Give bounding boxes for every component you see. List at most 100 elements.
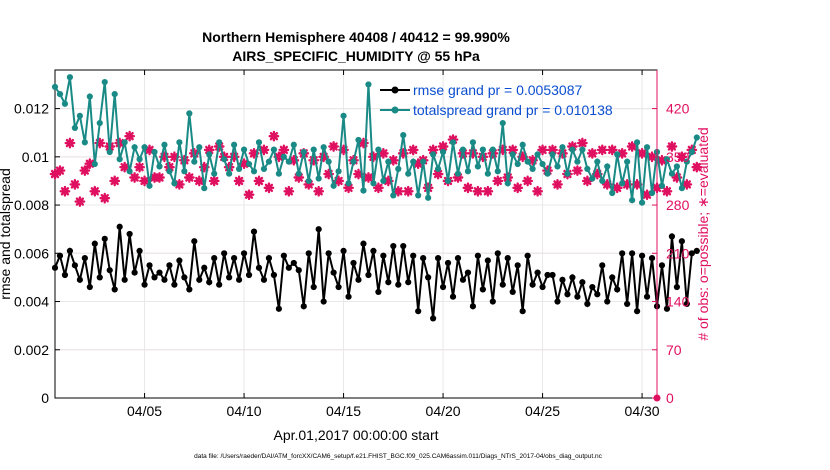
series-point	[250, 168, 258, 175]
series-point	[405, 170, 412, 177]
series-point	[206, 151, 213, 158]
obs-count-marker	[139, 175, 150, 187]
series-point	[594, 291, 601, 298]
series-point	[141, 144, 148, 151]
obs-count-marker	[611, 182, 623, 194]
series-point	[350, 158, 357, 165]
series-point	[335, 283, 342, 291]
obs-count-marker	[601, 178, 613, 190]
series-point	[454, 255, 462, 262]
y-tick-label-left: 0.01	[22, 149, 49, 165]
series-point	[638, 252, 646, 259]
series-point	[315, 226, 322, 233]
obs-count-marker	[586, 147, 598, 159]
obs-count-marker	[676, 151, 688, 163]
series-point	[260, 276, 268, 283]
y-tick-label-left: 0.002	[14, 342, 49, 358]
series-point	[688, 148, 695, 156]
series-point	[509, 288, 516, 295]
obs-count-marker	[552, 178, 563, 190]
series-point	[136, 247, 143, 254]
series-point	[459, 276, 467, 283]
series-point	[544, 170, 551, 177]
series-point	[151, 274, 158, 281]
series-point	[390, 192, 397, 199]
obs-count-marker	[353, 168, 364, 180]
series-point	[484, 257, 491, 264]
data-file-footer: data file: /Users/raeder/DAI/ATM_forcXX/…	[194, 453, 603, 460]
series-point	[584, 165, 591, 172]
series-point	[633, 139, 641, 146]
series-point	[624, 300, 631, 308]
series-point	[648, 255, 656, 262]
series-point	[444, 177, 452, 185]
series-point	[574, 158, 581, 165]
obs-count-marker	[512, 182, 524, 194]
obs-count-marker	[572, 165, 583, 177]
series-point	[439, 283, 447, 291]
series-point	[519, 308, 526, 315]
series-point	[126, 230, 133, 238]
series-point	[524, 252, 531, 259]
obs-count-marker	[591, 168, 603, 180]
obs-count-marker	[253, 175, 265, 187]
series-point	[141, 281, 148, 288]
series-point	[504, 180, 511, 187]
y-tick-label-left: 0.008	[14, 197, 49, 213]
obs-count-marker	[537, 144, 548, 156]
series-point	[395, 165, 402, 172]
series-point	[604, 298, 611, 305]
obs-count-marker	[183, 172, 195, 183]
obs-count-marker	[576, 137, 588, 149]
series-point	[663, 156, 671, 163]
series-point	[579, 146, 586, 153]
series-point	[405, 279, 412, 286]
obs-count-marker	[74, 196, 86, 208]
y-tick-label-right: 280	[666, 197, 690, 213]
obs-count-marker	[69, 178, 81, 190]
obs-count-marker	[387, 154, 399, 166]
series-point	[56, 252, 64, 259]
series-point	[638, 199, 646, 206]
series-point	[191, 238, 198, 245]
series-point	[275, 170, 282, 177]
series-point	[86, 283, 93, 291]
series-point	[474, 163, 481, 170]
series-point	[320, 144, 327, 151]
series-point	[166, 168, 173, 175]
series-point	[693, 247, 700, 254]
obs-count-marker	[109, 175, 121, 187]
series-point	[126, 168, 133, 175]
series-point	[325, 250, 332, 257]
series-point	[673, 163, 681, 170]
obs-count-marker	[313, 185, 325, 197]
chart-title-line1: Northern Hemisphere 40408 / 40412 = 99.9…	[202, 29, 510, 45]
series-point	[479, 286, 486, 293]
series-point	[196, 144, 203, 151]
legend-label-totalspread: totalspread grand pr = 0.010138	[413, 102, 613, 118]
series-point	[574, 293, 581, 300]
series-point	[156, 269, 163, 276]
series-point	[310, 146, 317, 153]
series-point	[131, 269, 138, 276]
series-point	[166, 262, 173, 269]
series-point	[235, 165, 243, 172]
obs-count-marker	[89, 185, 101, 197]
series-point	[216, 281, 223, 288]
series-point	[564, 170, 571, 177]
y-tick-label-left: 0.004	[14, 294, 49, 310]
series-point	[434, 255, 442, 262]
series-point	[459, 146, 467, 153]
obs-count-marker	[606, 144, 618, 156]
series-point	[111, 286, 118, 293]
series-point	[295, 267, 302, 274]
series-point	[235, 276, 243, 283]
obs-count-marker	[377, 147, 389, 159]
series-point	[186, 286, 193, 293]
obs-count-marker	[631, 178, 643, 190]
series-point	[116, 156, 123, 163]
y-tick-label-left: 0	[41, 390, 49, 406]
y-axis-label-right: # of obs: o=possible; ∗=evaluated	[695, 127, 711, 340]
obs-count-marker	[661, 185, 673, 197]
series-point	[196, 276, 203, 283]
